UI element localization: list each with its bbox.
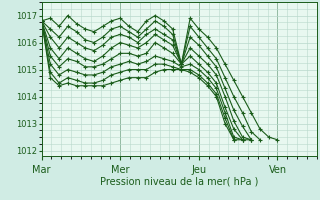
X-axis label: Pression niveau de la mer( hPa ): Pression niveau de la mer( hPa ) [100, 176, 258, 186]
